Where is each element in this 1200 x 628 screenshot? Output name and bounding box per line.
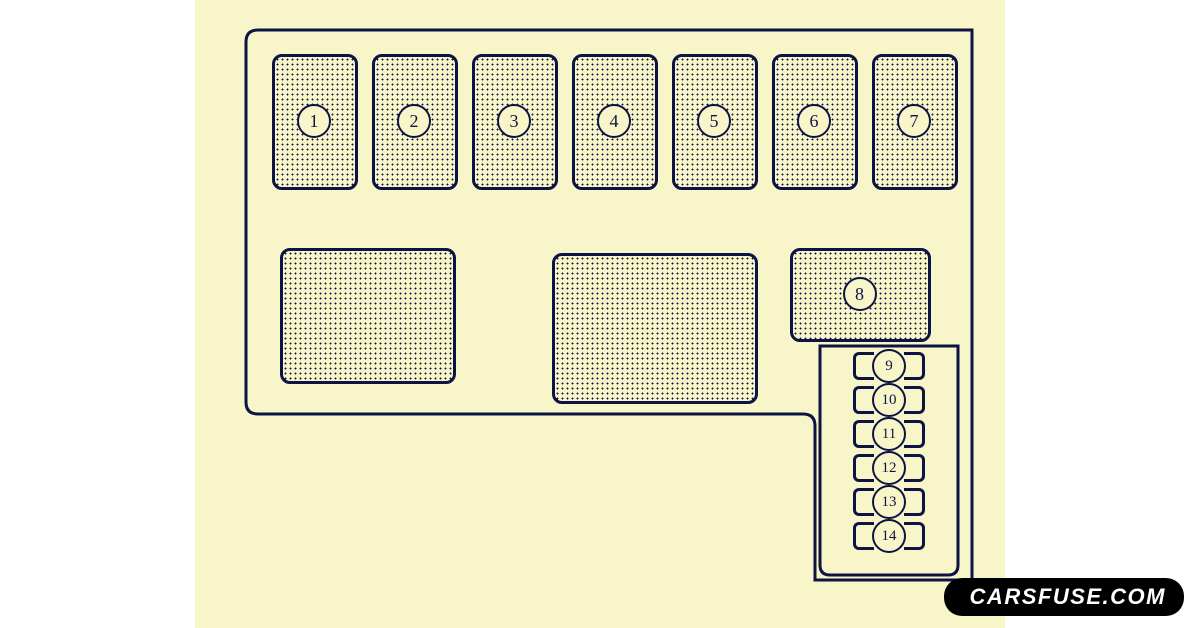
mini-fuse-bracket-right bbox=[904, 386, 925, 414]
fuse-label-3: 3 bbox=[497, 104, 531, 138]
fuse-label-6: 6 bbox=[797, 104, 831, 138]
watermark-text: CARSFUSE.COM bbox=[970, 584, 1166, 609]
mini-fuse-label-12: 12 bbox=[872, 451, 906, 485]
mini-fuse-bracket-left bbox=[853, 522, 874, 550]
mini-fuse-bracket-left bbox=[853, 352, 874, 380]
mini-fuse-label-11: 11 bbox=[872, 417, 906, 451]
mini-fuse-bracket-right bbox=[904, 488, 925, 516]
mini-fuse-bracket-right bbox=[904, 522, 925, 550]
fuse-label-5: 5 bbox=[697, 104, 731, 138]
mini-fuse-label-13: 13 bbox=[872, 485, 906, 519]
mini-fuse-bracket-left bbox=[853, 488, 874, 516]
block-1 bbox=[280, 248, 456, 384]
mini-fuse-bracket-left bbox=[853, 386, 874, 414]
mini-fuse-12: 12 bbox=[845, 453, 933, 483]
watermark-badge: CARSFUSE.COM bbox=[944, 578, 1184, 616]
mini-fuse-bracket-left bbox=[853, 420, 874, 448]
mini-fuse-9: 9 bbox=[845, 351, 933, 381]
fuse-label-1: 1 bbox=[297, 104, 331, 138]
mini-fuse-label-9: 9 bbox=[872, 349, 906, 383]
fuse-label-2: 2 bbox=[397, 104, 431, 138]
mini-fuse-bracket-right bbox=[904, 420, 925, 448]
mini-fuse-label-10: 10 bbox=[872, 383, 906, 417]
fuse-label-8: 8 bbox=[843, 277, 877, 311]
block-2 bbox=[552, 253, 758, 404]
mini-fuse-11: 11 bbox=[845, 419, 933, 449]
fuse-label-7: 7 bbox=[897, 104, 931, 138]
fuse-label-4: 4 bbox=[597, 104, 631, 138]
mini-fuse-13: 13 bbox=[845, 487, 933, 517]
mini-fuse-10: 10 bbox=[845, 385, 933, 415]
mini-fuse-bracket-right bbox=[904, 454, 925, 482]
mini-fuse-14: 14 bbox=[845, 521, 933, 551]
mini-fuse-bracket-right bbox=[904, 352, 925, 380]
mini-fuse-bracket-left bbox=[853, 454, 874, 482]
mini-fuse-label-14: 14 bbox=[872, 519, 906, 553]
